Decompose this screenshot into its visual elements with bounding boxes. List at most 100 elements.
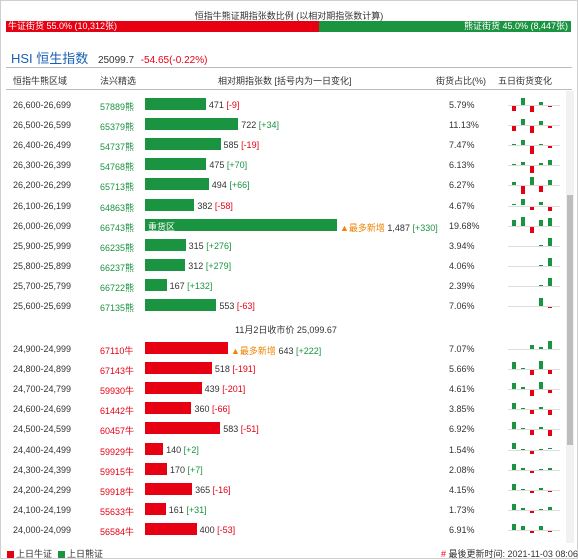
sparkline-axis xyxy=(508,489,560,491)
five-day-sparkline xyxy=(508,175,560,195)
scrollbar[interactable] xyxy=(566,91,574,543)
sparkline-bar xyxy=(512,402,516,410)
index-name[interactable]: 恒生指数 xyxy=(36,51,89,66)
warrant-code-link[interactable]: 65713熊 xyxy=(100,182,135,193)
sparkline-axis xyxy=(508,306,560,307)
sparkline-bar xyxy=(548,390,552,393)
five-day-sparkline xyxy=(508,359,560,379)
contracts-count: 312 xyxy=(188,260,206,271)
sparkline-axis xyxy=(508,105,560,106)
index-quote: HSI 恒生指数 25099.7 -54.65(-0.22%) xyxy=(11,48,207,67)
sparkline-bar xyxy=(548,410,552,415)
contracts-change: [-201] xyxy=(222,384,246,395)
legend-bear: 上日熊证 xyxy=(58,547,103,560)
warrant-code-link[interactable]: 61442牛 xyxy=(100,406,135,417)
row-range: 25,900-25,999 xyxy=(13,240,72,251)
warrant-code-link[interactable]: 66722熊 xyxy=(100,282,135,293)
share-percent: 4.15% xyxy=(449,484,475,495)
warrant-code-link[interactable]: 54768熊 xyxy=(100,162,135,173)
sparkline-bar xyxy=(548,237,552,246)
sparkline-bar xyxy=(521,448,525,450)
sparkline-bar xyxy=(548,370,552,374)
divider xyxy=(6,89,572,90)
warrant-code-link[interactable]: 64863熊 xyxy=(100,202,135,213)
sparkline-bar xyxy=(521,139,525,146)
sparkline-bar xyxy=(539,407,543,410)
row-range: 25,600-25,699 xyxy=(13,301,72,311)
sparkline-axis xyxy=(508,409,560,411)
hash-icon: # xyxy=(441,549,447,559)
contracts-value: 312 [+279] xyxy=(188,261,231,271)
warrant-code-link[interactable]: 67143牛 xyxy=(100,366,135,377)
contracts-bar xyxy=(145,118,239,131)
sparkline-bar xyxy=(521,186,525,194)
contracts-bar xyxy=(145,138,221,151)
warrant-code-link[interactable]: 54737熊 xyxy=(100,142,135,153)
contracts-change: [+7] xyxy=(187,464,203,475)
warrant-code-link[interactable]: 57889熊 xyxy=(100,102,135,112)
row-range: 24,500-24,599 xyxy=(13,424,72,435)
contracts-bar xyxy=(145,462,167,475)
contracts-bar xyxy=(145,278,167,291)
sparkline-bar xyxy=(539,264,543,266)
sparkline-bar xyxy=(521,467,525,470)
five-day-sparkline xyxy=(508,135,560,155)
contracts-count: 722 xyxy=(241,120,259,131)
warrant-code-link[interactable]: 56584牛 xyxy=(100,526,135,537)
warrant-code-link[interactable]: 65379熊 xyxy=(100,122,135,133)
contracts-change: [+279] xyxy=(205,260,232,271)
contracts-count: 585 xyxy=(223,140,242,151)
contracts-bar xyxy=(145,442,164,455)
share-percent: 1.73% xyxy=(449,504,475,515)
five-day-sparkline xyxy=(508,500,560,520)
bear-legend-swatch xyxy=(58,551,65,558)
bull-legend-swatch xyxy=(7,551,14,558)
five-day-sparkline xyxy=(508,399,560,419)
sparkline-bar xyxy=(539,468,543,470)
five-day-sparkline xyxy=(508,339,560,359)
warrant-code-link[interactable]: 59915牛 xyxy=(100,466,135,477)
divider xyxy=(6,67,572,68)
header-code: 法兴精选 xyxy=(100,76,137,86)
share-percent: 11.13% xyxy=(449,120,479,131)
warrant-code-link[interactable]: 67110牛 xyxy=(100,346,134,356)
warrant-code-link[interactable]: 60457牛 xyxy=(100,426,135,437)
contracts-value: 518 [-191] xyxy=(215,364,256,374)
share-percent: 6.27% xyxy=(449,180,475,191)
warrant-code-link[interactable]: 59930牛 xyxy=(100,386,135,397)
most-added-tag: ▲最多新增 xyxy=(231,346,279,356)
contracts-count: 439 xyxy=(204,384,223,395)
warrant-code-link[interactable]: 59929牛 xyxy=(100,446,135,457)
warrant-code-link[interactable]: 66743熊 xyxy=(100,222,135,233)
sparkline-bar xyxy=(512,106,516,111)
sparkline-bar xyxy=(530,166,534,174)
warrant-code-link[interactable]: 66237熊 xyxy=(100,262,135,273)
contracts-bar xyxy=(145,238,186,251)
row-range: 26,200-26,299 xyxy=(13,180,72,191)
share-percent: 3.94% xyxy=(449,240,475,251)
row-range: 24,700-24,799 xyxy=(13,384,72,395)
sparkline-axis xyxy=(508,469,560,471)
scrollbar-thumb[interactable] xyxy=(567,195,573,445)
sparkline-bar xyxy=(539,120,543,126)
row-range: 26,500-26,599 xyxy=(13,120,72,131)
warrant-code-link[interactable]: 66235熊 xyxy=(100,242,135,253)
last-updated-label: 最後更新时间: 2021-11-03 08:06 xyxy=(448,549,578,559)
contracts-value: 471 [-9] xyxy=(209,100,240,110)
sparkline-bar xyxy=(521,97,525,105)
contracts-count: 315 xyxy=(188,240,207,251)
sparkline-bar xyxy=(539,381,543,390)
warrant-code-link[interactable]: 55633牛 xyxy=(100,506,135,517)
index-code[interactable]: HSI xyxy=(11,51,33,66)
five-day-sparkline xyxy=(508,440,560,460)
row-range: 24,900-24,999 xyxy=(13,344,72,354)
bull-row: 24,300-24,399 59915牛 170 [+7] 2.08% xyxy=(6,460,566,480)
warrant-code-link[interactable]: 67135熊 xyxy=(100,303,135,313)
header-range: 恒指牛熊区域 xyxy=(13,76,68,86)
sparkline-bar xyxy=(512,422,516,430)
contracts-count: 170 xyxy=(169,464,188,475)
sparkline-axis xyxy=(508,429,560,431)
warrant-code-link[interactable]: 59918牛 xyxy=(100,486,135,497)
sparkline-bar xyxy=(512,203,516,206)
contracts-change: [+31] xyxy=(186,504,207,515)
